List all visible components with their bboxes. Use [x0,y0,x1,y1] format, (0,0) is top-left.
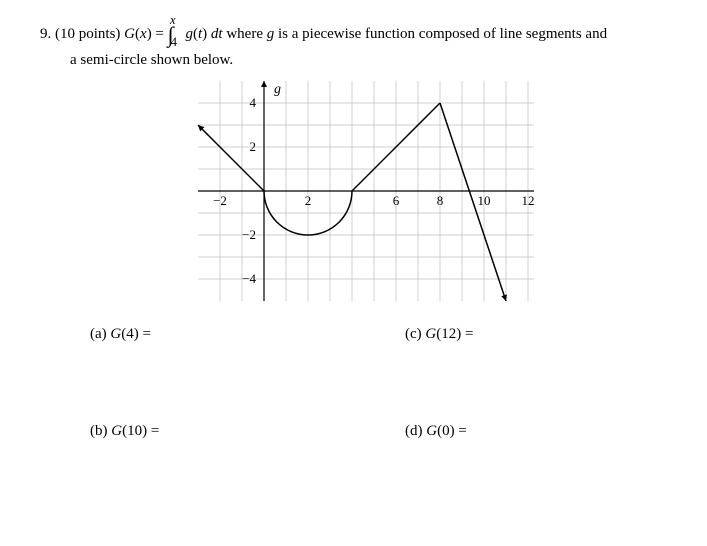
parts: (a) G(4) = (c) G(12) = (b) G(10) = (d) G… [40,326,667,440]
part-c-label: (c) [405,326,422,342]
integral-upper: x [170,13,176,27]
description-line2: a semi-circle shown below. [70,50,667,71]
part-d: (d) G(0) = [375,423,467,440]
parts-row-1: (a) G(4) = (c) G(12) = [40,326,667,343]
svg-text:12: 12 [521,193,534,208]
page: 9. (10 points) G(x) = ∫4xg(t) dt where g… [0,0,707,546]
integral-lower: 4 [171,35,177,49]
part-b: (b) G(10) = [40,423,375,440]
svg-text:6: 6 [392,193,399,208]
integrand-dt: dt [211,26,223,42]
svg-text:8: 8 [436,193,443,208]
problem-points: (10 points) [55,26,120,42]
func-var: x [140,26,147,42]
part-d-label: (d) [405,423,423,439]
part-a: (a) G(4) = [40,326,375,343]
part-a-label: (a) [90,326,107,342]
description-cont: where g is a piecewise function composed… [226,26,607,42]
svg-text:2: 2 [249,139,256,154]
parts-row-2: (b) G(10) = (d) G(0) = [40,423,667,440]
integrand-g: g [186,26,194,42]
svg-text:−4: −4 [242,271,256,286]
problem-header: 9. (10 points) G(x) = ∫4xg(t) dt where g… [40,16,667,48]
svg-text:g: g [274,82,281,97]
svg-text:2: 2 [304,193,311,208]
part-b-func: G [111,423,122,439]
integrand-t: t [198,26,202,42]
graph-container: −2 2 6 8 10 12 −4 −2 2 4 g [40,81,667,306]
svg-text:4: 4 [249,95,256,110]
part-d-func: G [426,423,437,439]
svg-text:−2: −2 [242,227,256,242]
func-name: G [124,26,135,42]
part-c: (c) G(12) = [375,326,473,343]
svg-text:10: 10 [477,193,490,208]
part-b-label: (b) [90,423,108,439]
graph: −2 2 6 8 10 12 −4 −2 2 4 g [174,81,534,301]
problem-number: 9. [40,26,51,42]
svg-text:−2: −2 [213,193,227,208]
part-a-func: G [110,326,121,342]
part-c-func: G [425,326,436,342]
